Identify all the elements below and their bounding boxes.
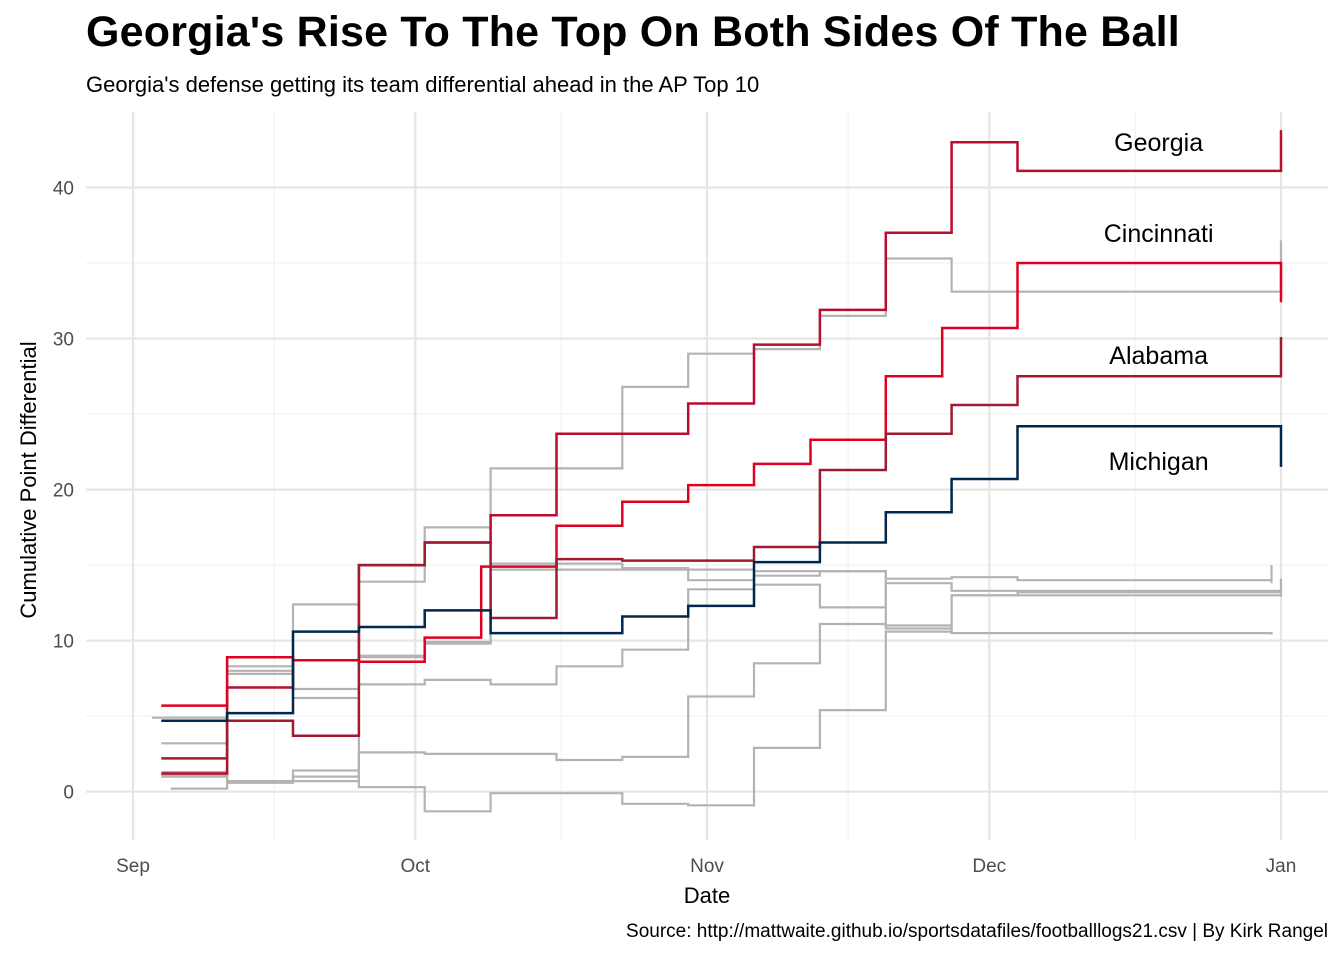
team-label-alabama: Alabama xyxy=(1109,342,1208,370)
highlighted-team-lines xyxy=(161,130,1283,775)
x-axis-ticks: Sep Oct Nov Dec Jan xyxy=(116,856,1296,877)
other-team-series-line xyxy=(151,562,1273,719)
y-tick-label: 10 xyxy=(53,632,74,653)
source-caption: Source: http://mattwaite.github.io/sport… xyxy=(626,921,1328,942)
other-team-series-line xyxy=(161,568,1273,783)
x-tick-label: Nov xyxy=(690,856,724,877)
team-label-michigan: Michigan xyxy=(1109,448,1209,476)
team-label-cincinnati: Cincinnati xyxy=(1104,220,1214,248)
team-labels: Georgia Cincinnati Alabama Michigan xyxy=(1104,129,1214,476)
x-tick-label: Jan xyxy=(1266,856,1297,877)
other-team-series-line xyxy=(170,594,1283,790)
y-axis-ticks: 0 10 20 30 40 xyxy=(53,179,74,804)
series-line-cincinnati xyxy=(161,261,1283,707)
y-tick-label: 20 xyxy=(53,481,74,502)
team-label-georgia: Georgia xyxy=(1114,129,1203,157)
x-axis-title: Date xyxy=(684,883,730,908)
x-tick-label: Dec xyxy=(972,856,1006,877)
other-team-series-line xyxy=(161,591,1283,813)
major-gridlines xyxy=(86,112,1328,840)
chart-subtitle: Georgia's defense getting its team diffe… xyxy=(86,72,760,97)
x-tick-label: Sep xyxy=(116,856,150,877)
chart-title: Georgia's Rise To The Top On Both Sides … xyxy=(86,8,1180,56)
other-team-lines xyxy=(151,240,1283,813)
y-tick-label: 40 xyxy=(53,179,74,200)
y-axis-title: Cumulative Point Differential xyxy=(16,341,41,618)
y-tick-label: 30 xyxy=(53,330,74,351)
series-line-michigan xyxy=(161,424,1283,722)
series-line-alabama xyxy=(161,337,1283,760)
x-tick-label: Oct xyxy=(401,856,431,877)
y-tick-label: 0 xyxy=(63,783,74,804)
